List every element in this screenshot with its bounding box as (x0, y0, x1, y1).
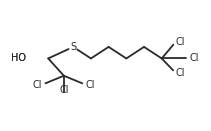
Text: Cl: Cl (190, 53, 199, 63)
Text: Cl: Cl (175, 68, 185, 78)
Text: HO: HO (11, 53, 26, 63)
Text: Cl: Cl (86, 80, 95, 90)
Text: Cl: Cl (59, 85, 69, 95)
Text: Cl: Cl (32, 80, 42, 90)
Text: Cl: Cl (175, 37, 185, 47)
Text: S: S (70, 42, 76, 52)
Text: HO: HO (11, 53, 26, 63)
